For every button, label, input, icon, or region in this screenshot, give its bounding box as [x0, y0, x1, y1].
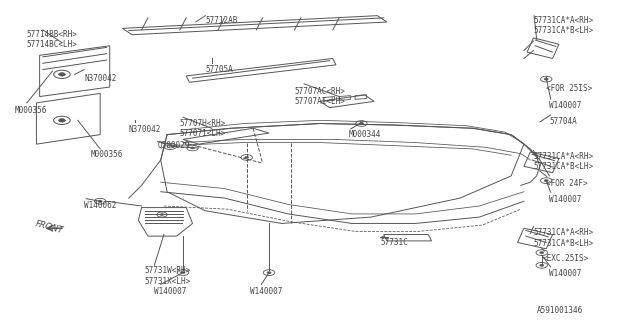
- Text: W140062: W140062: [84, 201, 116, 210]
- Text: 57707H<RH>
577071<LH>: 57707H<RH> 577071<LH>: [180, 119, 226, 138]
- Text: <EXC.25IS>: <EXC.25IS>: [543, 253, 589, 263]
- Text: W140007: W140007: [549, 195, 582, 204]
- Text: 57712AB: 57712AB: [205, 16, 237, 25]
- Circle shape: [360, 123, 364, 124]
- Text: W140007: W140007: [549, 269, 582, 278]
- Text: N370042: N370042: [84, 74, 116, 83]
- Text: 57731CA*A<RH>
57731CA*B<LH>: 57731CA*A<RH> 57731CA*B<LH>: [534, 16, 593, 35]
- Circle shape: [160, 214, 164, 215]
- Text: <FOR 25IS>: <FOR 25IS>: [546, 84, 593, 93]
- Text: 57707AC<RH>
57707AI<LH>: 57707AC<RH> 57707AI<LH>: [294, 87, 346, 107]
- Circle shape: [544, 180, 548, 182]
- Circle shape: [98, 200, 102, 202]
- Text: W140007: W140007: [154, 287, 187, 296]
- Circle shape: [59, 73, 65, 76]
- Circle shape: [267, 272, 271, 274]
- Circle shape: [59, 119, 65, 122]
- Circle shape: [244, 156, 249, 158]
- Text: W140007: W140007: [250, 287, 282, 296]
- Text: 57714BB<RH>
57714BC<LH>: 57714BB<RH> 57714BC<LH>: [27, 30, 77, 49]
- Text: 57705A: 57705A: [205, 65, 233, 74]
- Text: M000356: M000356: [14, 106, 47, 115]
- Text: M000344: M000344: [349, 130, 381, 139]
- Circle shape: [544, 78, 548, 80]
- Text: N370042: N370042: [129, 125, 161, 134]
- Circle shape: [540, 252, 544, 254]
- Text: Q500029: Q500029: [157, 141, 190, 150]
- Text: 57731C: 57731C: [381, 238, 408, 247]
- Text: 57731CA*A<RH>
57731CA*B<LH>: 57731CA*A<RH> 57731CA*B<LH>: [534, 228, 593, 248]
- Circle shape: [191, 147, 195, 149]
- Text: 57731W<RH>
57731X<LH>: 57731W<RH> 57731X<LH>: [145, 266, 191, 286]
- Text: M000356: M000356: [91, 150, 123, 159]
- Text: W140007: W140007: [549, 101, 582, 110]
- Text: 57704A: 57704A: [549, 117, 577, 126]
- Text: FRONT: FRONT: [34, 220, 64, 236]
- Circle shape: [181, 272, 185, 274]
- Text: 57731CA*A<RH>
57731CA*B<LH>: 57731CA*A<RH> 57731CA*B<LH>: [534, 152, 593, 172]
- Text: <FOR 24F>: <FOR 24F>: [546, 179, 588, 188]
- Text: A591001346: A591001346: [537, 306, 583, 315]
- Circle shape: [540, 264, 544, 266]
